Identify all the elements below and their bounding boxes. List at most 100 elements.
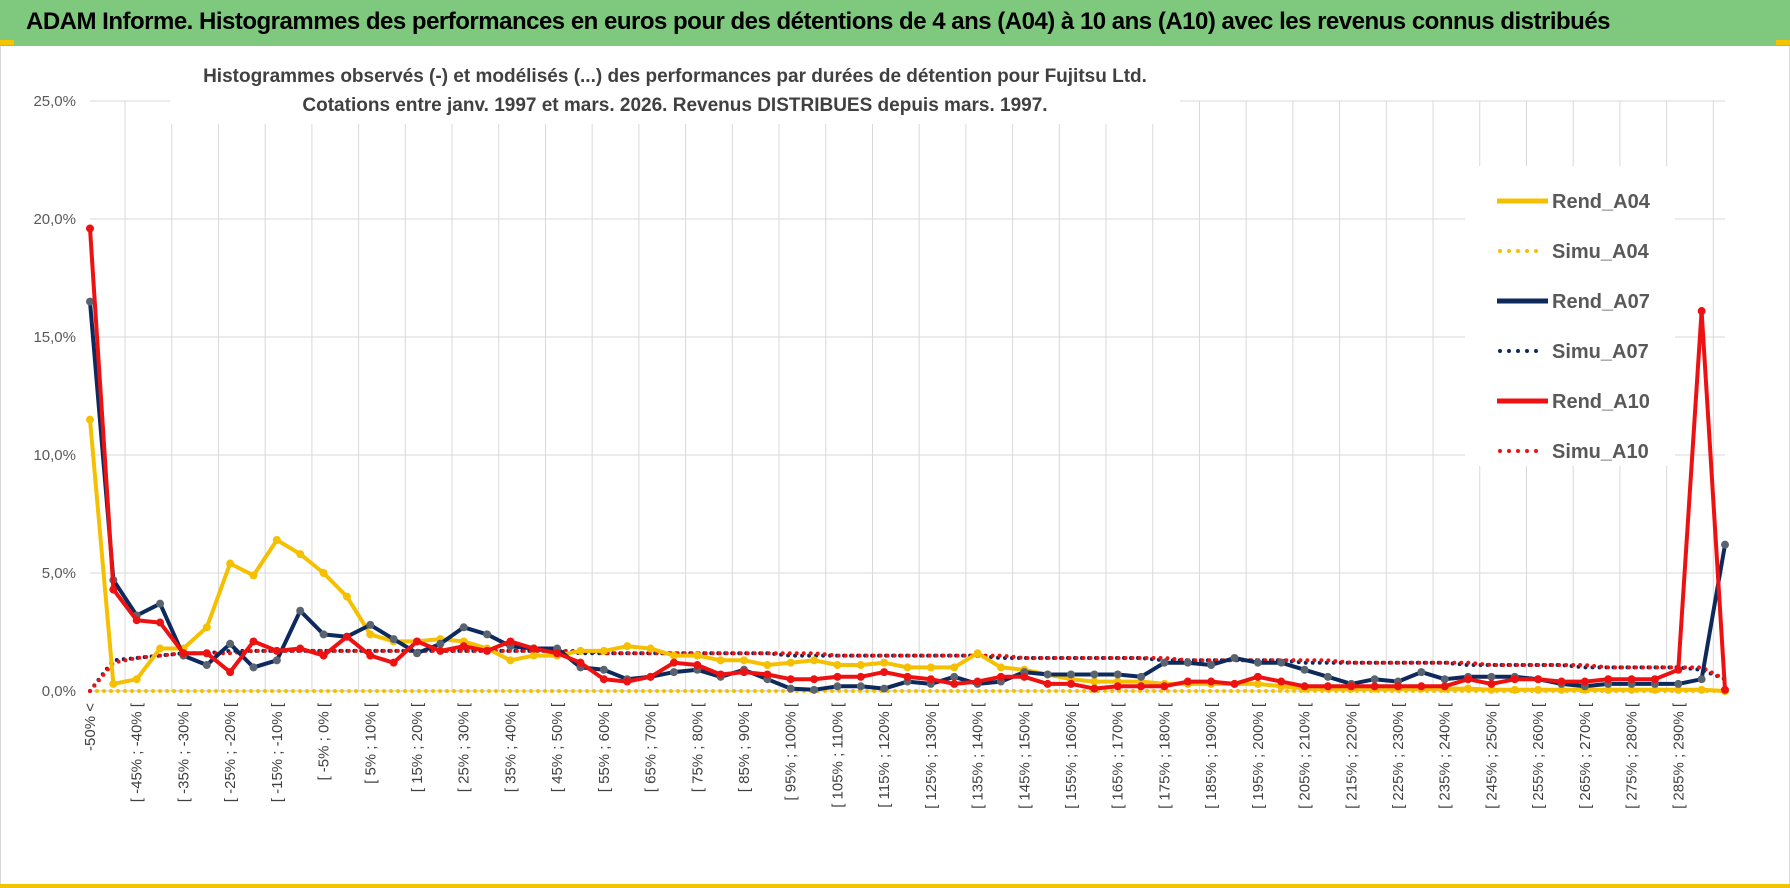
- data-point: [1207, 677, 1216, 686]
- data-point: [810, 656, 819, 665]
- x-tick-label: [ 95% ; 100% [: [783, 702, 800, 800]
- data-point: [319, 569, 328, 577]
- data-point: [296, 644, 305, 653]
- data-point: [1557, 677, 1566, 686]
- data-point: [1650, 685, 1659, 694]
- data-point: [786, 675, 795, 684]
- data-point: [1113, 682, 1122, 691]
- chart-title-line-2: Cotations entre janv. 1997 et mars. 2026…: [302, 95, 1047, 116]
- data-point: [1697, 685, 1706, 694]
- data-point: [366, 630, 375, 639]
- data-point: [459, 623, 468, 632]
- legend-background: [1465, 166, 1675, 466]
- legend-entry-rend-a04: Rend_A04: [1497, 191, 1651, 213]
- data-point: [342, 632, 351, 641]
- data-point: [1440, 675, 1449, 684]
- data-point: [296, 606, 305, 615]
- legend-label: Rend_A07: [1552, 291, 1650, 313]
- data-point: [1207, 661, 1216, 670]
- x-tick-label: [ 85% ; 90% [: [736, 702, 753, 792]
- data-point: [249, 571, 258, 580]
- legend-label: Rend_A10: [1552, 391, 1650, 413]
- data-point: [1697, 307, 1706, 316]
- data-point: [1230, 653, 1239, 662]
- data-point: [1627, 685, 1636, 694]
- data-point: [880, 658, 889, 667]
- data-point: [763, 661, 772, 670]
- data-point: [1417, 682, 1426, 691]
- data-point: [459, 642, 468, 651]
- y-axis-ticks: 0,0% 5,0% 10,0% 15,0% 20,0% 25,0%: [33, 93, 76, 700]
- data-point: [786, 658, 795, 667]
- data-point: [926, 663, 935, 672]
- legend-entry-rend-a07: Rend_A07: [1497, 291, 1650, 313]
- data-point: [903, 672, 912, 681]
- data-point: [506, 656, 515, 665]
- data-point: [109, 679, 118, 688]
- data-point: [996, 672, 1005, 681]
- data-point: [202, 623, 211, 632]
- data-point: [1347, 682, 1356, 691]
- data-point: [856, 661, 865, 670]
- data-point: [1487, 685, 1496, 694]
- data-point: [1394, 682, 1402, 691]
- data-point: [436, 639, 445, 648]
- data-point: [1487, 672, 1496, 681]
- data-point: [109, 585, 118, 594]
- data-point: [1043, 670, 1052, 679]
- legend-label: Rend_A04: [1552, 191, 1651, 213]
- data-point: [226, 668, 235, 677]
- data-point: [413, 637, 421, 646]
- data-point: [249, 637, 258, 646]
- data-point: [1277, 677, 1286, 686]
- data-point: [1650, 675, 1659, 684]
- x-tick-label: [ 35% ; 40% [: [502, 702, 519, 792]
- data-point: [950, 672, 959, 681]
- data-point: [833, 661, 842, 670]
- x-tick-label: [ -25% ; -20% [: [222, 702, 239, 802]
- page-title: ADAM Informe. Histogrammes des performan…: [26, 8, 1611, 35]
- data-point: [529, 651, 538, 660]
- x-tick-label: [ 65% ; 70% [: [643, 702, 660, 792]
- data-point: [1534, 675, 1543, 684]
- x-tick-label: [ 115% ; 120% [: [876, 702, 893, 808]
- bottom-accent-bar: [0, 884, 1790, 888]
- data-point: [553, 649, 562, 658]
- data-point: [669, 658, 678, 667]
- data-point: [1090, 670, 1099, 679]
- data-point: [1534, 685, 1543, 694]
- data-point: [529, 644, 538, 653]
- data-point: [880, 684, 889, 693]
- y-tick-label: 25,0%: [33, 93, 76, 110]
- data-point: [1440, 682, 1449, 691]
- x-tick-label: [ -15% ; -10% [: [269, 702, 286, 802]
- data-point: [483, 630, 492, 639]
- data-point: [1183, 658, 1192, 667]
- data-point: [599, 675, 608, 684]
- x-axis-ticks: -50% < [ -45% ; -40% [[ -35% ; -30% [[ -2…: [82, 702, 1687, 809]
- data-point: [1721, 685, 1729, 694]
- x-tick-label: [ 185% ; 190% [: [1203, 702, 1220, 809]
- data-point: [342, 592, 351, 601]
- data-point: [1090, 684, 1099, 693]
- data-point: [786, 684, 795, 693]
- data-point: [1604, 675, 1613, 684]
- data-point: [86, 297, 94, 306]
- data-point: [1020, 672, 1029, 681]
- data-point: [856, 682, 865, 691]
- data-point: [1160, 658, 1169, 667]
- x-tick-label: [ 205% ; 210% [: [1297, 702, 1314, 809]
- data-point: [740, 668, 748, 677]
- data-point: [950, 663, 959, 672]
- banner-accent-left: [0, 40, 14, 45]
- data-point: [1323, 682, 1332, 691]
- data-point: [1487, 679, 1496, 688]
- data-point: [1417, 668, 1426, 677]
- x-tick-label: [ 175% ; 180% [: [1156, 702, 1173, 809]
- x-tick-label: [ -35% ; -30% [: [175, 702, 192, 802]
- x-tick-label: [ 155% ; 160% [: [1063, 702, 1080, 809]
- data-point: [272, 646, 281, 655]
- data-point: [226, 559, 235, 568]
- x-tick-label: [ 15% ; 20% [: [409, 702, 426, 792]
- x-tick-label: [ 55% ; 60% [: [596, 702, 613, 792]
